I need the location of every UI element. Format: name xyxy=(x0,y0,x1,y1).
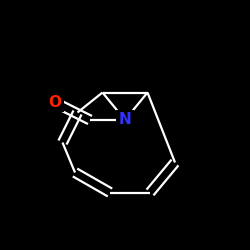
Text: O: O xyxy=(48,95,62,110)
Text: N: N xyxy=(119,112,132,128)
Text: O: O xyxy=(48,95,62,110)
Text: N: N xyxy=(119,112,132,128)
